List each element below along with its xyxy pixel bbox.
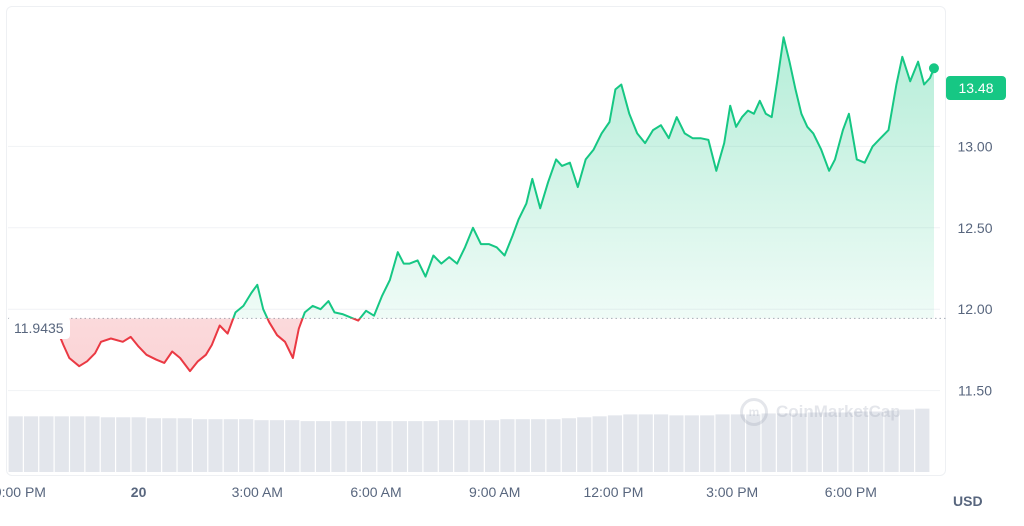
volume-bar <box>546 419 561 472</box>
volume-bar <box>823 412 838 472</box>
volume-bar <box>869 411 884 472</box>
currency-unit-label[interactable]: USD <box>953 493 983 509</box>
price-area <box>15 37 934 372</box>
volume-bar <box>454 420 469 472</box>
volume-bar <box>592 416 607 472</box>
price-line-up <box>232 36 935 319</box>
volume-bar <box>776 413 792 472</box>
volume-bars <box>8 408 930 472</box>
x-axis-ticks: 9:00 PM 20 3:00 AM 6:00 AM 9:00 AM 12:00 PM 3:… <box>0 484 877 500</box>
volume-bar <box>792 413 807 472</box>
x-tick-label: 6:00 PM <box>825 484 877 500</box>
volume-bar <box>684 415 699 472</box>
x-tick-label: 12:00 PM <box>583 484 643 500</box>
volume-bar <box>331 421 346 472</box>
y-tick-label: 11.50 <box>958 383 992 399</box>
volume-bar <box>377 421 392 472</box>
volume-bar <box>85 416 100 472</box>
volume-bar <box>254 420 269 472</box>
x-tick-label: 9:00 PM <box>0 484 46 500</box>
volume-bar <box>162 418 177 472</box>
volume-bar <box>208 419 223 472</box>
volume-bar <box>884 410 899 472</box>
volume-bar <box>500 419 515 472</box>
y-tick-label: 12.50 <box>957 220 992 236</box>
volume-bar <box>423 421 438 472</box>
volume-bar <box>8 416 23 472</box>
reference-price-label: 11.9435 <box>8 317 70 339</box>
volume-bar <box>70 416 85 472</box>
volume-bar <box>177 418 192 472</box>
volume-bar <box>346 421 361 472</box>
volume-bar <box>484 420 500 472</box>
y-tick-label: 13.00 <box>957 138 992 154</box>
volume-bar <box>100 417 115 472</box>
volume-bar <box>23 416 39 472</box>
x-tick-label: 3:00 PM <box>706 484 758 500</box>
current-price-badge: 13.48 <box>946 76 1006 100</box>
x-tick-label: 6:00 AM <box>350 484 401 500</box>
volume-bar <box>899 409 915 472</box>
volume-bar <box>623 414 638 472</box>
volume-bar <box>269 420 284 472</box>
area-fill-down <box>15 318 934 372</box>
volume-bar <box>700 415 715 472</box>
volume-bar <box>223 419 238 472</box>
volume-bar <box>285 420 300 472</box>
volume-bar <box>469 420 484 472</box>
volume-bar <box>531 419 546 472</box>
volume-bar <box>193 419 208 472</box>
volume-bar <box>392 421 407 472</box>
volume-bar <box>438 420 454 472</box>
y-axis-ticks: 11.50 12.00 12.50 13.00 <box>957 138 992 398</box>
volume-bar <box>315 421 331 472</box>
area-fill-up <box>233 37 934 319</box>
volume-bar <box>761 413 776 472</box>
volume-bar <box>746 414 761 472</box>
y-tick-label: 12.00 <box>957 301 992 317</box>
volume-bar <box>54 416 69 472</box>
volume-bar <box>39 416 54 472</box>
x-tick-label: 9:00 AM <box>469 484 520 500</box>
volume-bar <box>607 415 623 472</box>
volume-bar <box>730 414 745 472</box>
price-line-down <box>15 318 362 373</box>
watermark: m CoinMarketCap <box>740 398 901 426</box>
current-price-dot <box>928 63 939 74</box>
volume-bar <box>715 414 730 472</box>
volume-bar <box>838 412 853 472</box>
volume-bar <box>362 421 377 472</box>
volume-bar <box>131 417 146 472</box>
volume-bar <box>515 419 530 472</box>
volume-bar <box>116 417 131 472</box>
volume-bar <box>638 414 653 472</box>
x-tick-label: 20 <box>131 484 147 500</box>
volume-bar <box>239 419 254 472</box>
coinmarketcap-logo-icon: m <box>740 398 768 426</box>
volume-bar <box>915 408 930 472</box>
volume-bar <box>807 412 822 472</box>
volume-bar <box>669 415 684 472</box>
volume-bar <box>561 418 576 472</box>
volume-bar <box>300 421 315 472</box>
watermark-text: CoinMarketCap <box>776 402 901 421</box>
price-line[interactable] <box>15 36 939 373</box>
volume-bar <box>408 421 423 472</box>
volume-bar <box>146 418 162 472</box>
volume-bar <box>654 414 669 472</box>
volume-bar <box>853 411 868 472</box>
volume-bar <box>577 417 592 472</box>
x-tick-label: 3:00 AM <box>232 484 283 500</box>
